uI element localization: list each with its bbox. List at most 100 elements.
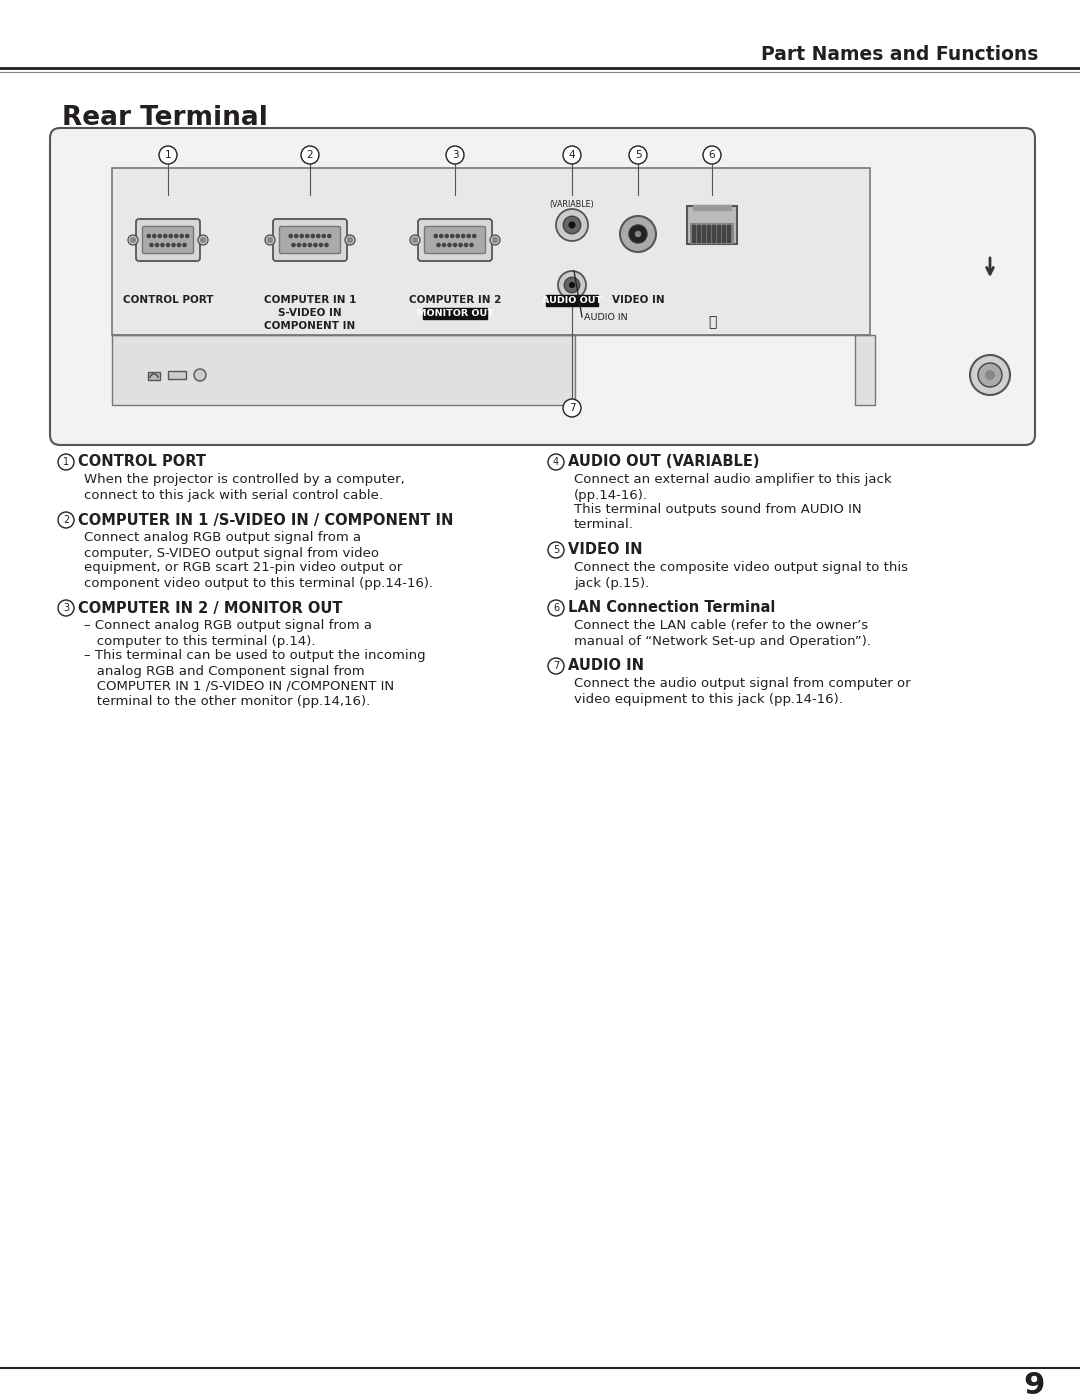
Circle shape [461,235,464,237]
Text: VIDEO IN: VIDEO IN [611,295,664,305]
FancyBboxPatch shape [143,226,193,253]
Circle shape [629,147,647,163]
Circle shape [172,243,175,247]
Circle shape [314,243,318,247]
Bar [112,335,575,405]
Text: COMPUTER IN 1 /S-VIDEO IN /COMPONENT IN: COMPUTER IN 1 /S-VIDEO IN /COMPONENT IN [84,679,394,693]
Text: COMPUTER IN 1
S-VIDEO IN
COMPONENT IN: COMPUTER IN 1 S-VIDEO IN COMPONENT IN [264,295,356,331]
Text: terminal to the other monitor (pp.14,16).: terminal to the other monitor (pp.14,16)… [84,694,370,707]
Circle shape [58,599,75,616]
Text: 4: 4 [569,149,576,161]
Bar [690,224,734,244]
FancyBboxPatch shape [136,219,200,261]
Circle shape [456,235,459,237]
Text: When the projector is controlled by a computer,: When the projector is controlled by a co… [84,474,405,486]
Circle shape [492,237,498,243]
Circle shape [568,222,576,229]
Bar [697,225,700,242]
Circle shape [131,237,135,243]
Circle shape [156,243,159,247]
Circle shape [295,235,298,237]
Bar [717,225,720,242]
Circle shape [437,243,441,247]
Circle shape [297,243,300,247]
Circle shape [563,147,581,163]
Text: connect to this jack with serial control cable.: connect to this jack with serial control… [84,489,383,502]
Text: analog RGB and Component signal from: analog RGB and Component signal from [84,665,365,678]
Circle shape [564,277,580,293]
Circle shape [166,243,170,247]
Text: Connect the composite video output signal to this: Connect the composite video output signa… [573,562,908,574]
Circle shape [320,243,323,247]
Text: 品: 品 [707,314,716,330]
FancyBboxPatch shape [273,219,347,261]
Text: Connect an external audio amplifier to this jack: Connect an external audio amplifier to t… [573,474,892,486]
Circle shape [443,243,446,247]
Text: 1: 1 [63,457,69,467]
Text: (VARIABLE): (VARIABLE) [550,200,594,210]
Circle shape [301,147,319,163]
Circle shape [306,235,309,237]
Circle shape [978,363,1002,387]
Bar [712,225,715,242]
Circle shape [58,454,75,469]
Bar [707,225,711,242]
Text: VIDEO IN: VIDEO IN [568,542,643,557]
Circle shape [159,147,177,163]
Bar [855,335,875,405]
Text: AUDIO OUT: AUDIO OUT [542,296,602,305]
Circle shape [268,237,272,243]
Text: 2: 2 [63,515,69,525]
Text: Rear Terminal: Rear Terminal [62,105,268,131]
FancyBboxPatch shape [424,226,486,253]
Text: CONTROL PORT: CONTROL PORT [78,454,206,469]
Text: This terminal outputs sound from AUDIO IN: This terminal outputs sound from AUDIO I… [573,503,862,517]
Text: AUDIO IN: AUDIO IN [568,658,644,673]
Circle shape [292,243,295,247]
Bar [168,372,186,379]
Circle shape [175,235,178,237]
Text: terminal.: terminal. [573,518,634,531]
Circle shape [470,243,473,247]
Circle shape [152,235,156,237]
Text: Connect analog RGB output signal from a: Connect analog RGB output signal from a [84,531,361,545]
Text: Part Names and Functions: Part Names and Functions [760,46,1038,64]
Circle shape [161,243,164,247]
Circle shape [563,217,581,233]
Circle shape [629,225,647,243]
Text: 2: 2 [307,149,313,161]
Circle shape [170,235,173,237]
FancyBboxPatch shape [418,219,492,261]
FancyBboxPatch shape [280,226,340,253]
Circle shape [459,243,462,247]
Text: 1: 1 [164,149,172,161]
Circle shape [970,355,1010,395]
FancyBboxPatch shape [50,129,1035,446]
Circle shape [186,235,189,237]
Circle shape [194,369,206,381]
Circle shape [150,243,153,247]
Circle shape [558,271,586,299]
Circle shape [348,237,352,243]
Circle shape [473,235,476,237]
Circle shape [548,599,564,616]
Circle shape [446,147,464,163]
Text: COMPUTER IN 1 /S-VIDEO IN / COMPONENT IN: COMPUTER IN 1 /S-VIDEO IN / COMPONENT IN [78,513,454,528]
Text: MONITOR OUT: MONITOR OUT [417,309,494,319]
Circle shape [620,217,656,251]
Text: manual of “Network Set-up and Operation”).: manual of “Network Set-up and Operation”… [573,634,870,647]
Text: Connect the audio output signal from computer or: Connect the audio output signal from com… [573,678,910,690]
Text: Connect the LAN cable (refer to the owner’s: Connect the LAN cable (refer to the owne… [573,619,868,633]
Circle shape [454,243,457,247]
Circle shape [548,542,564,557]
Bar [148,372,160,380]
Text: component video output to this terminal (pp.14-16).: component video output to this terminal … [84,577,433,590]
Circle shape [985,370,995,380]
Text: COMPUTER IN 2 / MONITOR OUT: COMPUTER IN 2 / MONITOR OUT [78,601,342,616]
Circle shape [448,243,451,247]
Text: equipment, or RGB scart 21-pin video output or: equipment, or RGB scart 21-pin video out… [84,562,402,574]
Bar [423,307,487,319]
Bar [687,205,737,244]
Text: 9: 9 [1024,1370,1045,1397]
Circle shape [635,231,642,237]
